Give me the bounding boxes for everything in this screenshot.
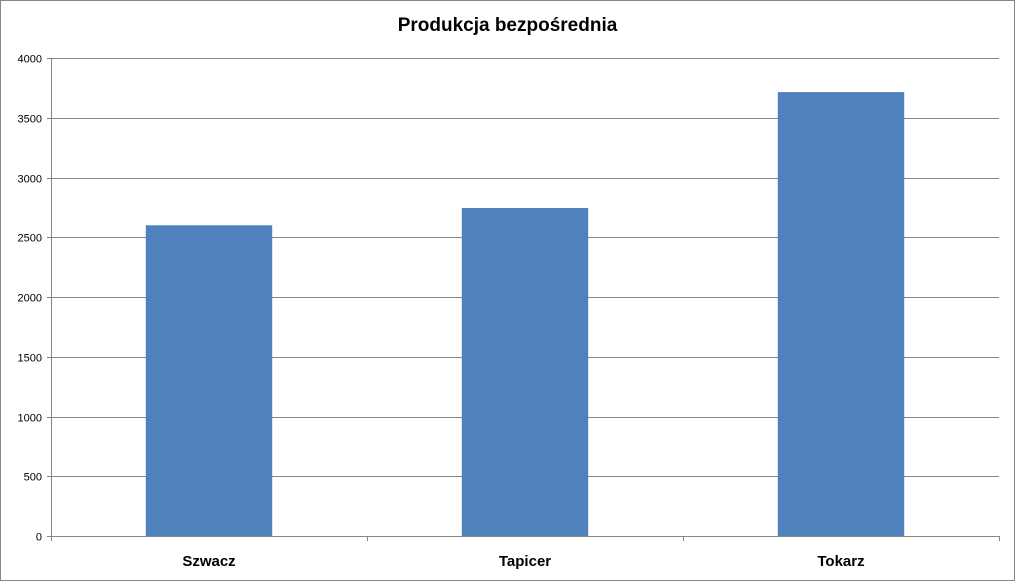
bars: [145, 92, 905, 537]
bar-tapicer: [461, 208, 589, 536]
chart-title: Produkcja bezpośrednia: [397, 15, 618, 36]
y-tick-label: 2000: [18, 293, 42, 305]
y-tick-label: 1000: [18, 413, 42, 425]
y-tick-label: 4000: [18, 54, 42, 66]
axes: [47, 58, 1000, 541]
axis-labels: 0 500 1000 1500 2000 2500 3000 3500 4000 Szwacz Ta…: [18, 54, 865, 571]
y-tick-label: 1500: [18, 353, 42, 365]
x-category-label: Tapicer: [499, 553, 551, 570]
y-tick-label: 3000: [18, 174, 42, 186]
y-tick-label: 0: [36, 532, 42, 544]
y-tick-label: 500: [24, 472, 42, 484]
bar-tokarz: [777, 92, 905, 536]
x-category-label: Tokarz: [817, 553, 864, 570]
y-tick-label: 3500: [18, 114, 42, 126]
x-category-label: Szwacz: [182, 553, 235, 570]
y-tick-label: 2500: [18, 233, 42, 245]
bar-szwacz: [145, 225, 273, 537]
